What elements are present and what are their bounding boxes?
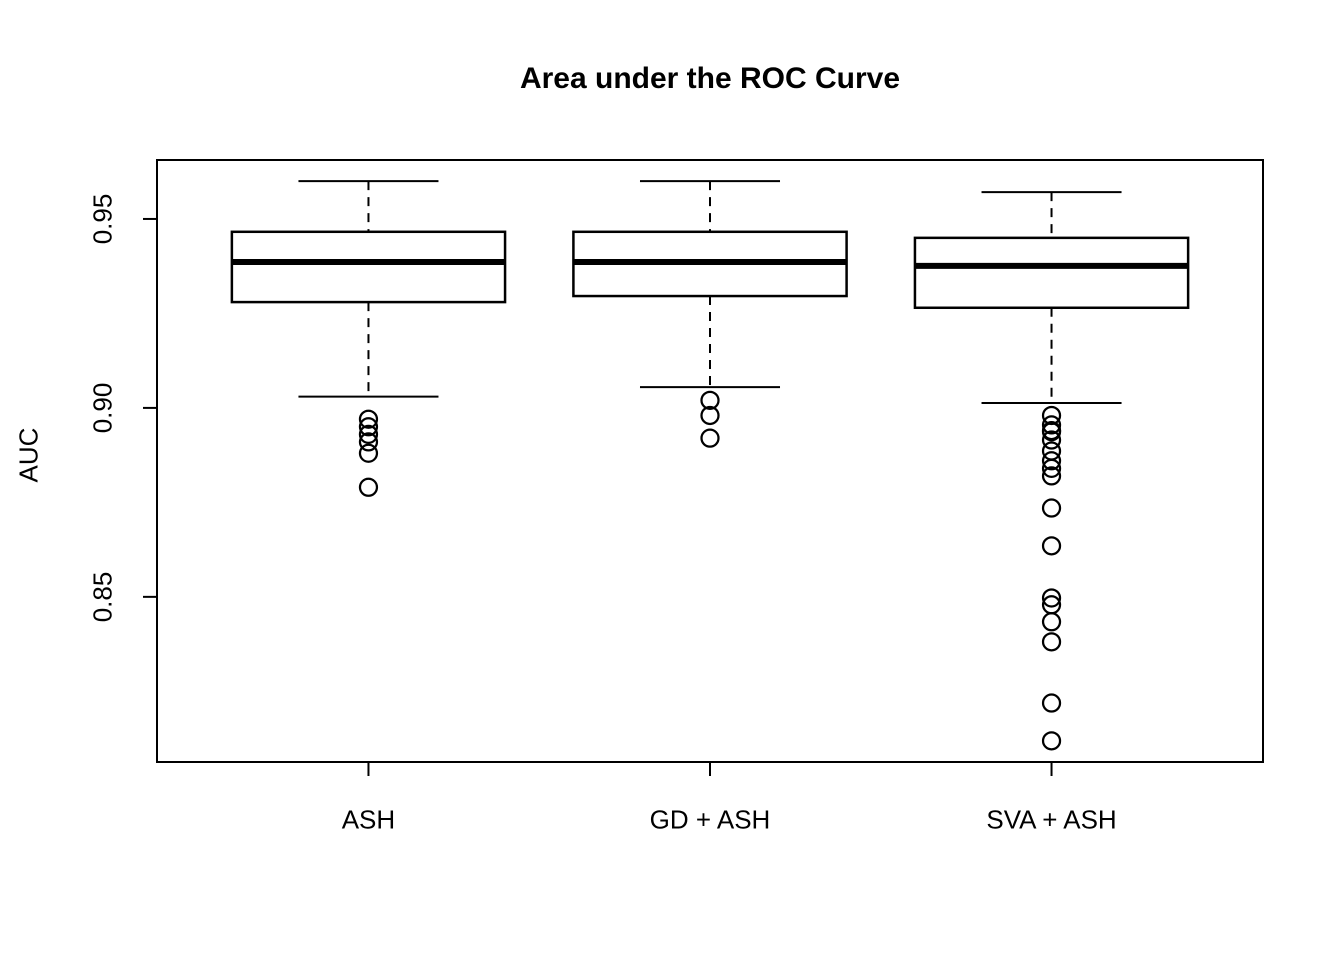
outlier-point	[358, 443, 379, 463]
y-tick-label: 0.90	[87, 382, 118, 434]
outlier-point	[358, 424, 379, 444]
x-category-label: GD + ASH	[649, 804, 771, 835]
x-category-label: ASH	[341, 804, 396, 835]
y-tick-label: 0.85	[87, 571, 118, 623]
outlier-point	[700, 428, 720, 448]
outlier-point	[1041, 498, 1062, 518]
chart-title: Area under the ROC Curve	[519, 62, 901, 95]
outlier-point	[1041, 422, 1062, 442]
outlier-point	[1041, 632, 1062, 652]
outlier-point	[1041, 466, 1062, 486]
outlier-point	[1041, 693, 1062, 713]
outlier-point	[1041, 441, 1062, 461]
outlier-point	[1041, 588, 1062, 608]
outlier-point	[1041, 415, 1062, 435]
outlier-point	[1041, 458, 1062, 478]
outlier-point	[1041, 731, 1062, 751]
x-category-label: SVA + ASH	[986, 804, 1117, 835]
outlier-point	[700, 390, 720, 410]
y-tick-label: 0.95	[87, 193, 118, 245]
outlier-point	[358, 477, 379, 497]
outlier-point	[358, 417, 379, 437]
outlier-point	[1041, 430, 1062, 450]
iqr-box	[913, 236, 1190, 310]
iqr-box	[230, 230, 507, 304]
outlier-point	[358, 409, 379, 429]
outlier-point	[358, 432, 379, 452]
outlier-point	[1041, 612, 1062, 632]
outlier-point	[700, 405, 720, 426]
outlier-point	[1041, 536, 1062, 556]
outlier-point	[1041, 451, 1062, 471]
